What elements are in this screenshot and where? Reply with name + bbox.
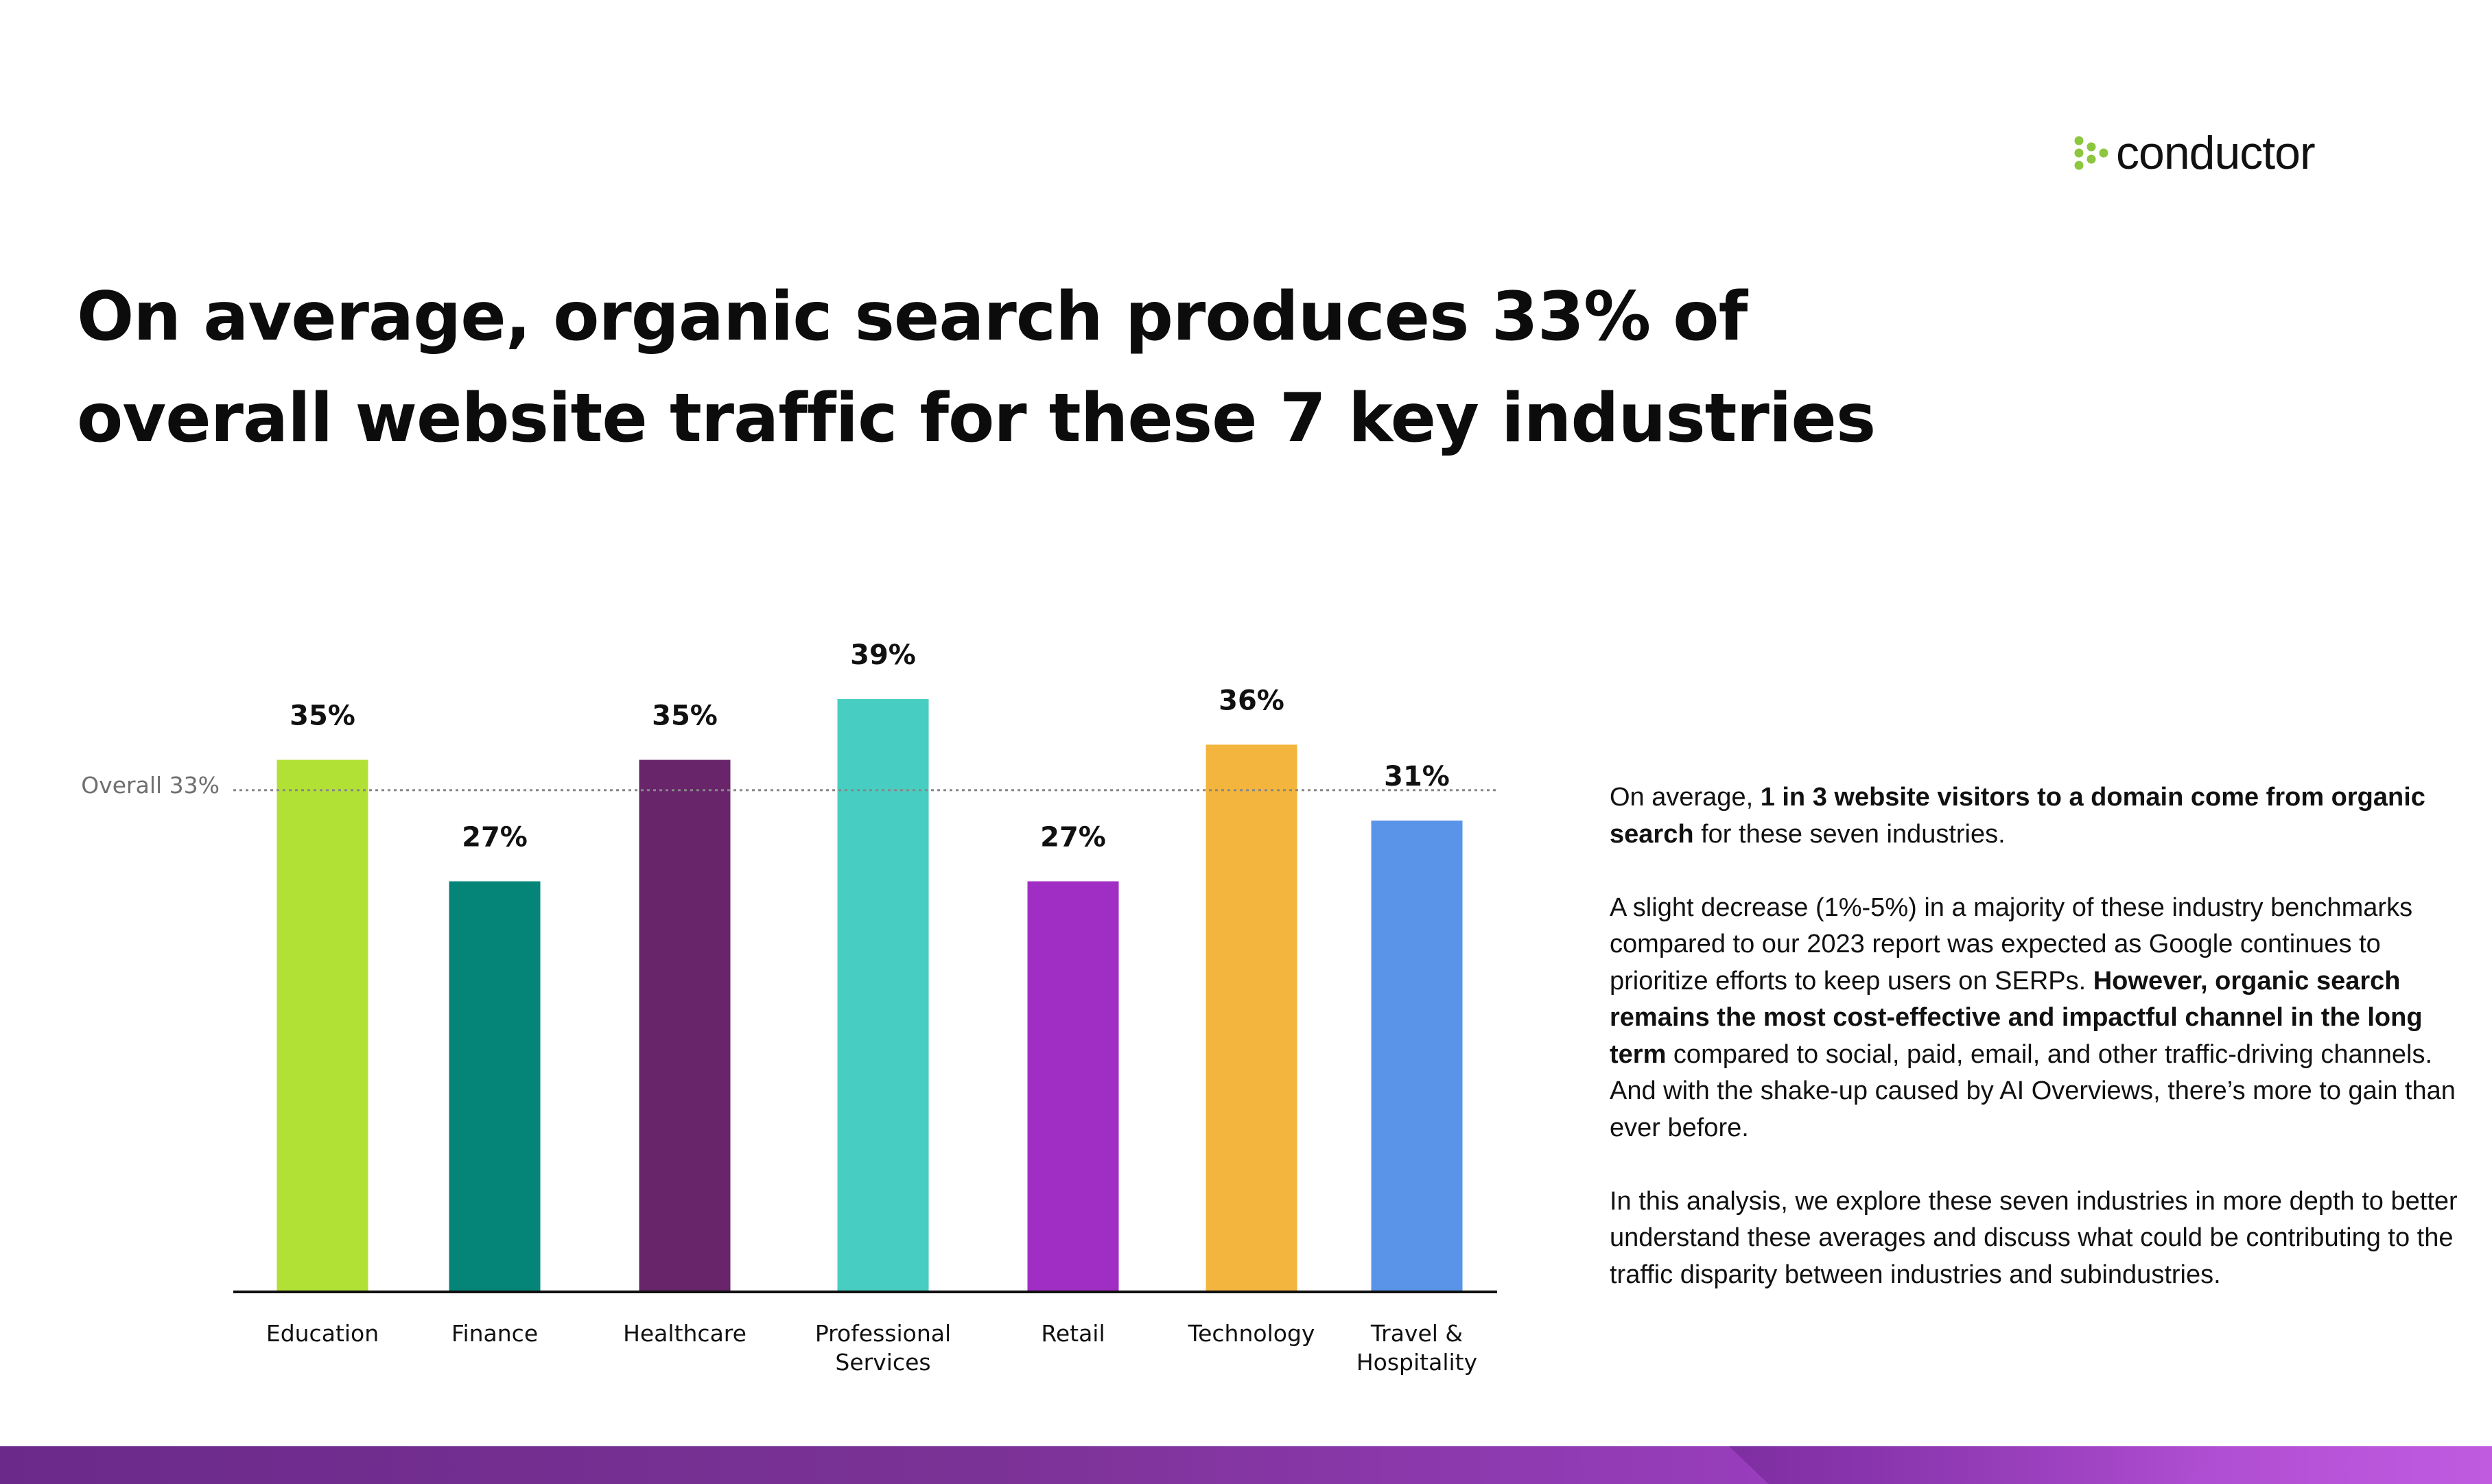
data-label: 27% <box>1040 822 1106 853</box>
bar <box>449 881 541 1291</box>
analysis-paragraph-1: On average, 1 in 3 website visitors to a… <box>1610 783 2425 849</box>
x-tick-label: Travel & <box>1370 1320 1463 1347</box>
bar <box>1371 821 1463 1291</box>
bar-chart: 35% Education 27% Finance 35% Healthcare 39% Pr… <box>81 639 1499 1376</box>
analysis-paragraph-3: In this analysis, we explore these seven… <box>1610 1186 2458 1289</box>
x-tick-label: Finance <box>451 1320 538 1347</box>
page-title: On average, organic search produces 33% … <box>77 278 1876 458</box>
analysis-paragraph-2: A slight decrease (1%-5%) in a majority … <box>1610 893 2456 1142</box>
data-label: 35% <box>290 700 355 732</box>
bar <box>1206 744 1297 1291</box>
x-tick-label: Retail <box>1041 1320 1105 1347</box>
x-tick-label: Technology <box>1188 1320 1315 1347</box>
x-tick-label: Education <box>266 1320 379 1347</box>
conductor-logo: conductor <box>2073 127 2316 179</box>
bar <box>1027 881 1119 1291</box>
footer-gradient-bar <box>0 1446 2492 1484</box>
data-label: 39% <box>850 639 916 671</box>
x-tick-label: Healthcare <box>623 1320 747 1347</box>
data-label: 35% <box>652 700 718 732</box>
bar <box>639 759 731 1291</box>
data-label: 27% <box>462 822 528 853</box>
x-tick-label: Professional <box>815 1320 951 1347</box>
conductor-dots-icon <box>2074 136 2108 170</box>
data-label: 36% <box>1219 685 1284 716</box>
reference-line-label: Overall 33% <box>81 772 220 799</box>
bar <box>277 759 368 1291</box>
logo-wordmark: conductor <box>2116 127 2316 179</box>
bar <box>837 699 929 1291</box>
x-tick-label: Hospitality <box>1356 1349 1477 1376</box>
analysis-text: On average, 1 in 3 website visitors to a… <box>1610 779 2460 1330</box>
x-tick-label: Services <box>835 1349 930 1376</box>
data-label: 31% <box>1384 761 1450 792</box>
